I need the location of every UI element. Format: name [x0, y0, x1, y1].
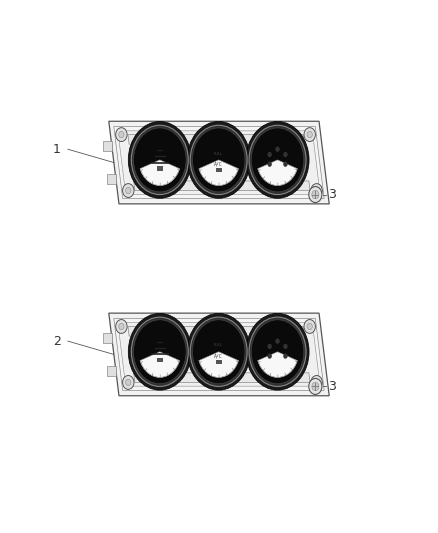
Circle shape: [304, 128, 315, 142]
Circle shape: [283, 161, 288, 167]
Circle shape: [116, 320, 127, 334]
Polygon shape: [114, 127, 324, 199]
Circle shape: [251, 320, 304, 384]
Circle shape: [119, 132, 124, 138]
Circle shape: [116, 128, 127, 142]
Wedge shape: [199, 352, 238, 377]
Circle shape: [128, 313, 191, 390]
Polygon shape: [107, 366, 116, 376]
Circle shape: [187, 313, 250, 390]
Text: 3: 3: [328, 188, 336, 201]
Text: 1: 1: [53, 143, 61, 156]
Circle shape: [134, 128, 186, 192]
Polygon shape: [134, 373, 310, 383]
Text: 2: 2: [53, 335, 61, 348]
Circle shape: [309, 187, 322, 203]
Wedge shape: [140, 352, 180, 377]
Circle shape: [192, 320, 245, 384]
Wedge shape: [258, 160, 297, 185]
Polygon shape: [157, 358, 163, 362]
Text: FULL: FULL: [214, 151, 223, 156]
Circle shape: [126, 379, 131, 386]
Text: A/C: A/C: [214, 353, 223, 359]
Circle shape: [307, 323, 312, 329]
Text: A/C: A/C: [214, 161, 223, 167]
Circle shape: [123, 183, 134, 197]
Polygon shape: [128, 135, 304, 144]
Polygon shape: [128, 326, 304, 336]
Circle shape: [268, 344, 272, 349]
Polygon shape: [107, 174, 116, 184]
Text: 3: 3: [328, 380, 336, 393]
Polygon shape: [103, 333, 112, 343]
Circle shape: [187, 122, 250, 198]
Circle shape: [192, 128, 245, 192]
Wedge shape: [258, 352, 297, 377]
Polygon shape: [109, 313, 329, 395]
Circle shape: [190, 125, 247, 195]
Circle shape: [312, 382, 319, 391]
Circle shape: [311, 183, 322, 197]
Circle shape: [276, 147, 280, 152]
Circle shape: [311, 375, 322, 389]
Circle shape: [309, 378, 322, 394]
Polygon shape: [118, 322, 320, 386]
Polygon shape: [114, 318, 324, 390]
Circle shape: [119, 323, 124, 329]
Text: FULL: FULL: [214, 343, 223, 348]
Circle shape: [307, 132, 312, 138]
Circle shape: [134, 320, 186, 384]
Circle shape: [268, 152, 272, 157]
Circle shape: [283, 152, 288, 157]
Circle shape: [123, 375, 134, 389]
Circle shape: [131, 317, 188, 386]
Circle shape: [131, 125, 188, 195]
Polygon shape: [157, 166, 163, 171]
Circle shape: [128, 122, 191, 198]
Circle shape: [246, 313, 309, 390]
Polygon shape: [215, 360, 222, 364]
Circle shape: [246, 122, 309, 198]
Circle shape: [283, 344, 288, 349]
Circle shape: [249, 125, 306, 195]
Circle shape: [249, 317, 306, 386]
Circle shape: [126, 188, 131, 193]
Circle shape: [312, 190, 319, 199]
Polygon shape: [215, 168, 222, 172]
Polygon shape: [109, 122, 329, 204]
Circle shape: [190, 317, 247, 386]
Circle shape: [268, 353, 272, 359]
Polygon shape: [134, 181, 310, 191]
Circle shape: [314, 188, 319, 193]
Circle shape: [304, 320, 315, 334]
Circle shape: [268, 161, 272, 167]
Wedge shape: [199, 160, 238, 185]
Circle shape: [283, 353, 288, 359]
Polygon shape: [103, 141, 112, 151]
Circle shape: [276, 338, 280, 344]
Circle shape: [314, 379, 319, 386]
Polygon shape: [118, 131, 320, 195]
Wedge shape: [140, 160, 180, 185]
Circle shape: [251, 128, 304, 192]
